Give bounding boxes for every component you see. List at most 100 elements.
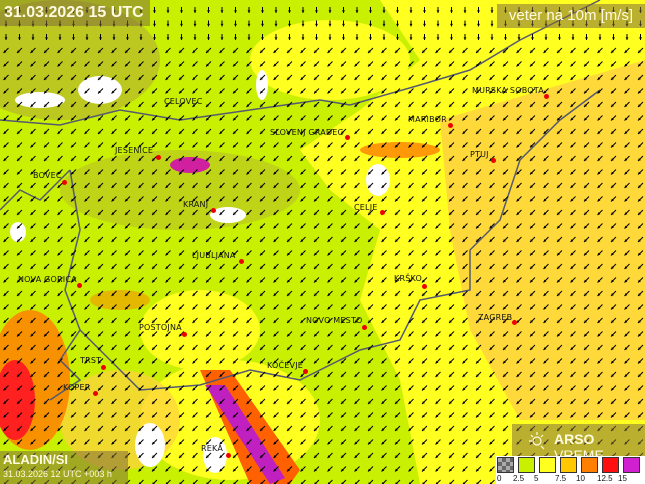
- wind-arrow-head: [624, 90, 628, 94]
- wind-arrow-head: [125, 117, 128, 121]
- wind-arrow-head: [327, 374, 331, 377]
- wind-arrow-head: [287, 293, 290, 296]
- wind-arrow-head: [638, 320, 641, 323]
- wind-arrow-head: [287, 185, 290, 188]
- wind-arrow-head: [408, 360, 412, 364]
- wind-arrow-head: [530, 306, 533, 310]
- wind-arrow-head: [584, 77, 587, 80]
- city-label: NOVO MESTO: [306, 316, 363, 325]
- wind-arrow-head: [435, 414, 439, 418]
- wind-arrow-head: [638, 293, 641, 296]
- wind-arrow-head: [179, 171, 182, 175]
- wind-arrow-head: [3, 63, 7, 67]
- wind-arrow-head: [206, 77, 209, 80]
- wind-arrow-head: [570, 171, 574, 175]
- wind-arrow-head: [557, 171, 560, 175]
- wind-arrow-head: [260, 266, 263, 269]
- wind-arrow-head: [611, 401, 614, 404]
- wind-arrow-head: [138, 239, 142, 242]
- wind-arrow-head: [597, 414, 601, 418]
- wind-arrow-head: [98, 77, 101, 80]
- wind-arrow-head: [314, 279, 317, 283]
- wind-arrow-head: [354, 360, 358, 364]
- wind-arrow-head: [489, 387, 493, 391]
- wind-arrow-head: [220, 23, 224, 27]
- wind-arrow-head: [503, 63, 506, 67]
- wind-arrow-head: [530, 225, 533, 229]
- wind-arrow-head: [462, 360, 466, 364]
- wind-arrow-head: [342, 37, 345, 40]
- wind-arrow-head: [246, 441, 250, 445]
- legend-swatch: [539, 457, 556, 473]
- wind-arrow-head: [624, 171, 628, 175]
- wind-arrow-head: [341, 77, 344, 80]
- wind-arrow-head: [327, 401, 331, 404]
- wind-arrow-head: [570, 293, 574, 296]
- model-name: ALADIN/SI: [3, 452, 68, 467]
- wind-arrow-head: [206, 387, 209, 391]
- wind-arrow-head: [233, 212, 236, 215]
- wind-arrow-head: [179, 239, 182, 242]
- wind-arrow-head: [396, 10, 399, 13]
- wind-arrow-head: [125, 77, 128, 80]
- wind-arrow-head: [71, 77, 74, 80]
- wind-arrow-head: [111, 428, 115, 431]
- wind-arrow-head: [503, 198, 506, 202]
- wind-arrow-head: [354, 239, 358, 242]
- wind-arrow-head: [300, 455, 304, 458]
- wind-arrow-head: [597, 117, 601, 121]
- wind-arrow-head: [463, 10, 467, 13]
- wind-arrow-head: [179, 77, 182, 80]
- wind-arrow-head: [395, 77, 398, 80]
- wind-arrow-head: [219, 306, 223, 310]
- wind-arrow-head: [408, 63, 412, 67]
- wind-arrow-head: [354, 131, 358, 134]
- wind-arrow-head: [597, 185, 601, 188]
- wind-arrow-head: [125, 306, 128, 310]
- wind-arrow-head: [422, 306, 425, 310]
- wind-arrow-head: [449, 455, 452, 458]
- wind-arrow-head: [111, 212, 115, 215]
- wind-arrow-head: [516, 77, 520, 80]
- wind-arrow-head: [273, 198, 277, 202]
- wind-arrow-head: [246, 266, 250, 269]
- wind-arrow-head: [206, 252, 209, 256]
- city-label: CELOVEC: [164, 97, 203, 106]
- wind-arrow-head: [17, 320, 20, 323]
- wind-arrow-head: [624, 225, 628, 229]
- wind-arrow-head: [597, 77, 601, 80]
- wind-arrow-head: [516, 252, 520, 256]
- wind-arrow-head: [530, 171, 533, 175]
- wind-arrow-head: [530, 320, 533, 323]
- wind-arrow-head: [354, 252, 358, 256]
- wind-arrow-head: [638, 104, 641, 107]
- wind-arrow-head: [314, 293, 317, 296]
- wind-arrow-head: [84, 104, 88, 107]
- wind-arrow-head: [462, 171, 466, 175]
- wind-arrow-head: [611, 158, 614, 161]
- wind-arrow-head: [3, 50, 7, 53]
- wind-arrow-head: [422, 171, 425, 175]
- arso-logo[interactable]: ARSO VREME: [512, 424, 645, 463]
- wind-arrow-head: [584, 374, 587, 377]
- wind-arrow-head: [543, 320, 547, 323]
- wind-arrow-head: [179, 185, 182, 188]
- wind-arrow-head: [57, 333, 61, 337]
- wind-arrow-head: [327, 212, 331, 215]
- wind-arrow-head: [165, 293, 169, 296]
- wind-arrow-head: [314, 225, 317, 229]
- wind-arrow-head: [165, 90, 169, 94]
- wind-arrow-head: [273, 252, 277, 256]
- wind-arrow-head: [57, 158, 61, 161]
- wind-arrow-head: [125, 212, 128, 215]
- wind-arrow-head: [408, 428, 412, 431]
- wind-arrow-head: [179, 455, 182, 458]
- wind-arrow-head: [624, 414, 628, 418]
- wind-arrow-head: [192, 374, 196, 377]
- wind-arrow-head: [408, 131, 412, 134]
- wind-arrow-head: [273, 50, 277, 53]
- wind-arrow-head: [354, 347, 358, 350]
- wind-arrow-head: [179, 306, 182, 310]
- wind-arrow-head: [246, 387, 250, 391]
- wind-arrow-head: [125, 414, 128, 418]
